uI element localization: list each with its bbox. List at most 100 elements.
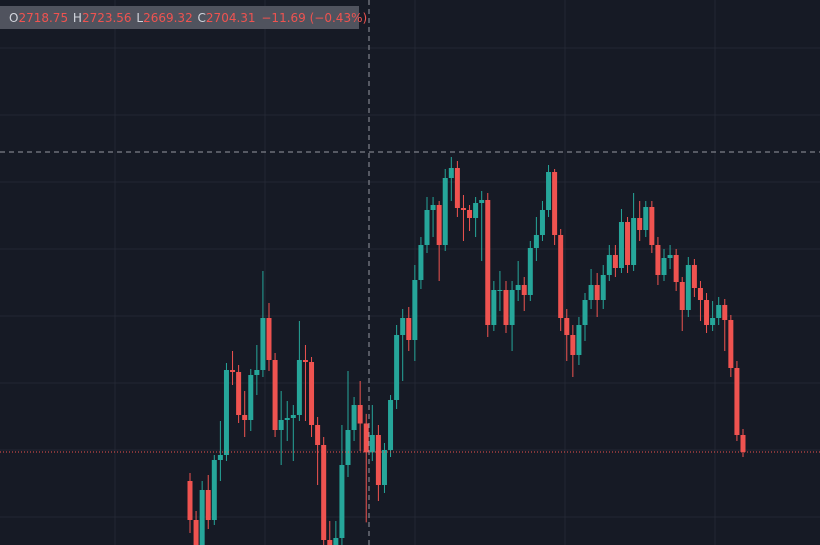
legend-value: 2704.31: [206, 11, 256, 25]
candle-body: [594, 285, 600, 300]
candles: [187, 157, 746, 545]
candle-body: [631, 218, 637, 265]
candle-body: [266, 318, 272, 360]
candle-body: [309, 362, 315, 425]
candle-body: [704, 300, 710, 325]
legend-key: O: [9, 11, 18, 25]
candle-body: [381, 450, 387, 485]
candle-body: [734, 368, 740, 435]
candle-body: [187, 481, 193, 520]
candle-body: [363, 423, 369, 453]
candle-body: [205, 490, 211, 520]
candle-body: [740, 435, 746, 452]
candle-body: [691, 265, 697, 288]
candle-body: [467, 210, 473, 218]
candle-body: [230, 370, 236, 372]
candle-body: [570, 335, 576, 355]
candle-body: [600, 275, 606, 300]
candle-body: [655, 245, 661, 275]
legend-change: −11.69: [261, 11, 305, 25]
candle-body: [442, 178, 448, 245]
candle-body: [242, 415, 248, 420]
candle-body: [302, 360, 308, 362]
candle-body: [558, 235, 564, 318]
candle-body: [491, 290, 497, 325]
candle-body: [546, 172, 552, 210]
candle-body: [485, 200, 491, 325]
candle-body: [661, 258, 667, 275]
candle-body: [509, 290, 515, 325]
candle-body: [199, 490, 205, 545]
candle-body: [533, 235, 539, 248]
legend-key: L: [136, 11, 143, 25]
candle-body: [685, 265, 691, 310]
candle-body: [612, 255, 618, 268]
candle-body: [248, 375, 254, 420]
candle-body: [278, 420, 284, 430]
candle-body: [284, 418, 290, 420]
legend-change-pct: (−0.43%): [310, 11, 368, 25]
candle-body: [582, 300, 588, 325]
candle-body: [716, 305, 722, 318]
candle-body: [357, 405, 363, 424]
candle-body: [436, 205, 442, 245]
candle-body: [339, 465, 345, 538]
candle-body: [625, 222, 631, 265]
candle-body: [673, 255, 679, 282]
candle-body: [211, 460, 217, 520]
candle-body: [552, 172, 558, 235]
candle-body: [424, 210, 430, 245]
candle-body: [710, 318, 716, 325]
candle-body: [539, 210, 545, 235]
candle-body: [400, 318, 406, 335]
candle-body: [697, 288, 703, 300]
candle-body: [497, 290, 503, 291]
candle-body: [193, 520, 199, 545]
candle-body: [375, 435, 381, 485]
candle-body: [217, 455, 223, 460]
candle-body: [430, 205, 436, 210]
candle-body: [296, 360, 302, 415]
candle-body: [272, 360, 278, 430]
legend-value: 2723.56: [82, 11, 132, 25]
candle-body: [454, 168, 460, 208]
candle-body: [394, 335, 400, 400]
candle-body: [254, 370, 260, 375]
legend-box: [0, 6, 359, 29]
candle-body: [515, 285, 521, 290]
candle-body: [576, 325, 582, 355]
candle-body: [412, 280, 418, 340]
candle-body: [406, 318, 412, 340]
candle-body: [527, 248, 533, 295]
candle-body: [728, 320, 734, 368]
candle-body: [418, 245, 424, 280]
candle-body: [369, 435, 375, 453]
candle-body: [260, 318, 266, 370]
candle-body: [649, 207, 655, 245]
candle-body: [473, 203, 479, 218]
legend-value: 2718.75: [18, 11, 68, 25]
ohlc-legend: O2718.75 H2723.56 L2669.32 C2704.31 −11.…: [9, 11, 367, 25]
legend-value: 2669.32: [143, 11, 193, 25]
candle-body: [637, 218, 643, 230]
candle-body: [722, 305, 728, 320]
candle-body: [290, 415, 296, 418]
candle-body: [448, 168, 454, 178]
candle-body: [479, 200, 485, 203]
candle-body: [606, 255, 612, 275]
candle-body: [333, 538, 339, 545]
candle-body: [564, 318, 570, 335]
candle-body: [679, 282, 685, 310]
candle-body: [588, 285, 594, 300]
candle-body: [223, 370, 229, 455]
candle-body: [345, 430, 351, 465]
candle-body: [618, 222, 624, 268]
candle-body: [667, 255, 673, 258]
candle-body: [327, 540, 333, 545]
candle-body: [236, 372, 242, 415]
candle-body: [321, 445, 327, 540]
